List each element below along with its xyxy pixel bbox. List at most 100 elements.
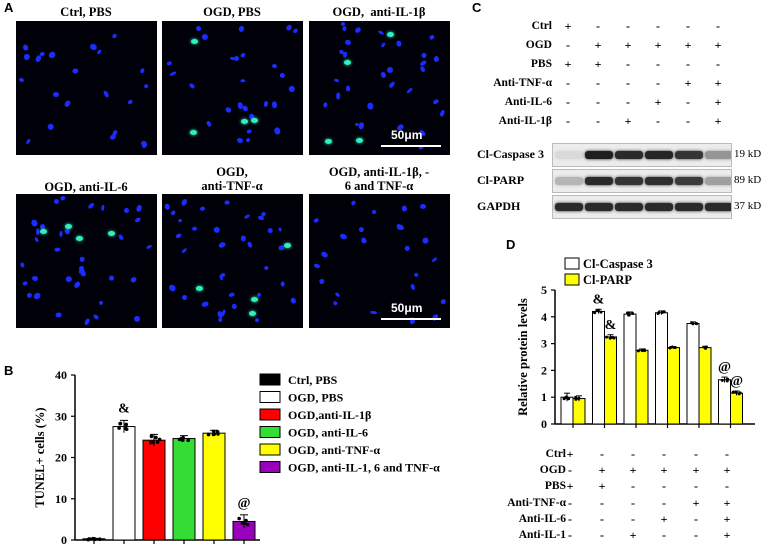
nucleus [59,195,66,201]
data-point [148,440,153,445]
significance-marker: & [605,318,617,333]
treatment-label: Anti-IL-1β [498,115,552,127]
nucleus [395,40,402,48]
tunel-positive-cell [191,38,199,44]
nucleus [377,29,385,36]
legend-swatch [259,426,281,438]
bar [604,336,617,425]
bar [655,312,668,425]
nucleus [432,97,440,105]
nucleus [360,236,368,245]
panel-letter-b: B [4,363,14,378]
nucleus [46,123,55,131]
nucleus [245,137,252,143]
data-point [593,311,597,315]
treatment-label: Anti-IL-1 [518,529,566,541]
treatment-sign: - [662,528,666,542]
nucleus [134,216,141,224]
data-point [177,437,182,442]
nucleus [98,300,105,307]
scale-bar [381,145,441,147]
blot-band [645,203,673,211]
treatment-sign: - [631,447,635,461]
tunel-positive-cell [107,231,115,237]
nucleus [18,77,25,84]
nucleus [217,317,223,324]
nucleus [87,202,95,210]
nucleus [181,198,189,207]
data-point [643,349,647,353]
bar [718,379,731,425]
blot-band [555,177,583,185]
treatment-sign: + [566,479,574,494]
nucleus [266,226,274,234]
treatment-sign: - [566,95,570,109]
nucleus [260,210,267,218]
treatment-sign: + [684,38,692,52]
treatment-sign: - [631,479,635,494]
blot-band [705,203,731,211]
blot-band [675,177,703,185]
nucleus [175,233,183,240]
blot-band [675,203,703,211]
nucleus [291,28,299,35]
treatment-sign: + [723,511,731,526]
treatment-sign: - [568,511,572,526]
data-point [117,426,121,430]
nucleus [409,283,416,291]
bar [667,347,680,425]
nucleus [430,256,438,263]
nucleus [336,91,341,99]
bar [592,310,605,425]
nucleus [55,313,62,318]
tunel-bar-chart: 0 10 20 30 40 TUNEL+ cells (%) & @ Ctrl, PBS OGD,… [33,368,440,547]
nucleus [123,208,129,214]
data-point [211,432,216,437]
nucleus [396,223,405,232]
nucleus [220,308,226,316]
data-point [626,311,630,315]
data-point [731,390,735,394]
data-point [87,537,92,541]
nucleus [84,317,91,326]
y-tick-label: 3 [541,337,547,351]
significance-marker: & [118,401,130,416]
nucleus [406,87,414,95]
data-point [157,437,162,442]
micrograph-title: OGD, anti-IL-1β, - 6 and TNF-α [328,165,430,193]
tunel-positive-cell [240,118,248,124]
treatment-sign: + [714,38,722,52]
scale-bar [381,318,441,320]
blot-label: Cl-Caspase 3 [477,147,545,161]
data-point [660,310,664,314]
treatment-sign: + [692,463,700,478]
data-point [149,434,154,439]
y-tick-label: 1 [541,390,547,404]
nucleus [271,100,277,108]
data-point [608,336,612,340]
nucleus [358,226,365,233]
nucleus [231,303,239,310]
nucleus [386,67,393,73]
treatment-sign: - [600,528,604,542]
nucleus [245,128,253,135]
legend-swatch [564,273,580,286]
nucleus [33,291,43,301]
legend-label: Cl-Caspase 3 [583,257,653,271]
micrograph-image [16,21,157,155]
nucleus [96,48,102,55]
data-point [118,421,123,426]
data-point [577,397,581,401]
treatment-sign: + [598,479,606,494]
treatment-sign: - [596,114,600,128]
blot-band [675,151,703,159]
data-point [237,516,241,521]
tunel-positive-cell [64,223,72,229]
nucleus [35,228,39,236]
treatment-sign: + [624,38,632,52]
treatment-sign: + [684,76,692,90]
treatment-sign: - [600,495,604,510]
nucleus [33,236,39,243]
nucleus [53,198,60,205]
data-point [206,432,211,437]
